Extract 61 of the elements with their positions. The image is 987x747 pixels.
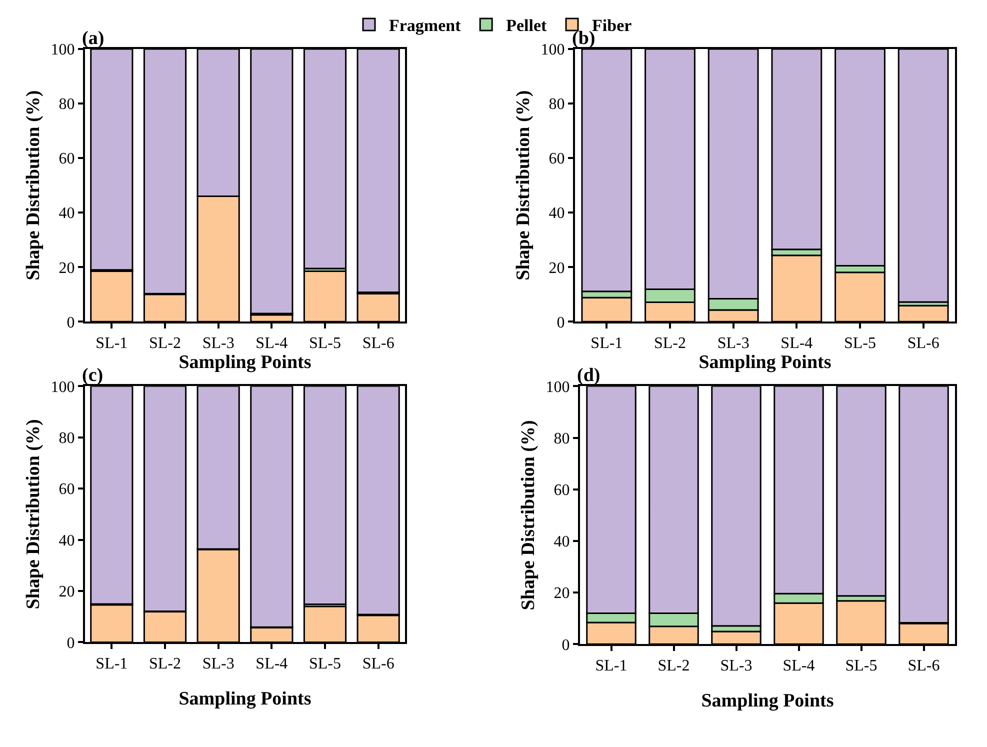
y-tick-label: 80 bbox=[58, 96, 75, 114]
x-tick-label: SL-3 bbox=[202, 655, 234, 672]
x-tick-label: SL-4 bbox=[780, 334, 813, 352]
y-tick-label: 0 bbox=[66, 314, 75, 332]
y-tick-label: 20 bbox=[58, 584, 75, 601]
x-tick-label: SL-1 bbox=[96, 655, 128, 672]
y-tick-label: 40 bbox=[58, 205, 75, 222]
x-tick-label: SL-2 bbox=[658, 657, 690, 674]
x-tick-label: SL-2 bbox=[654, 334, 686, 352]
y-tick-label: 20 bbox=[554, 585, 570, 602]
x-tick-label: SL-3 bbox=[202, 334, 234, 352]
y-axis-title: Shape Distribution (%) bbox=[23, 419, 44, 610]
x-tick-label: SL-6 bbox=[908, 657, 940, 674]
legend-label: Pellet bbox=[506, 16, 548, 36]
y-axis-title: Shape Distribution (%) bbox=[518, 420, 540, 610]
x-tick-label: SL-6 bbox=[362, 334, 394, 352]
chart-title: (c) bbox=[82, 365, 104, 386]
y-tick-label: 20 bbox=[58, 260, 75, 277]
x-tick-label: SL-2 bbox=[149, 655, 181, 672]
y-axis-title: Shape Distribution (%) bbox=[513, 90, 534, 280]
x-tick-label: SL-1 bbox=[590, 334, 623, 352]
x-axis-title: Sampling Points bbox=[178, 688, 312, 710]
y-tick-label: 60 bbox=[554, 482, 570, 499]
x-axis-title: Sampling Points bbox=[698, 352, 832, 373]
y-tick-label: 20 bbox=[548, 260, 565, 277]
y-tick-label: 80 bbox=[554, 430, 570, 448]
x-tick-label: SL-2 bbox=[149, 334, 181, 352]
x-tick-label: SL-3 bbox=[717, 334, 750, 352]
y-tick-label: 100 bbox=[546, 378, 570, 396]
y-axis-title: Shape Distribution (%) bbox=[23, 90, 44, 280]
y-tick-label: 0 bbox=[66, 634, 75, 652]
chart-title: (d) bbox=[577, 365, 600, 386]
chart-title: (a) bbox=[82, 28, 104, 49]
x-axis-title: Sampling Points bbox=[701, 690, 834, 712]
y-tick-label: 0 bbox=[556, 314, 565, 332]
y-tick-label: 60 bbox=[58, 481, 75, 498]
x-tick-label: SL-1 bbox=[96, 334, 128, 352]
y-tick-label: 100 bbox=[540, 42, 565, 59]
y-tick-label: 40 bbox=[548, 205, 565, 222]
x-tick-label: SL-5 bbox=[309, 334, 341, 352]
x-tick-label: SL-3 bbox=[720, 657, 752, 674]
y-tick-label: 0 bbox=[562, 636, 570, 654]
x-axis-title: Sampling Points bbox=[178, 352, 312, 373]
y-tick-label: 60 bbox=[548, 150, 565, 168]
x-tick-label: SL-1 bbox=[595, 657, 628, 674]
y-tick-label: 80 bbox=[548, 96, 565, 114]
x-tick-label: SL-4 bbox=[782, 657, 815, 674]
y-tick-label: 100 bbox=[50, 378, 75, 396]
x-tick-label: SL-6 bbox=[907, 334, 940, 352]
y-tick-label: 80 bbox=[58, 430, 75, 447]
x-tick-label: SL-4 bbox=[256, 655, 288, 672]
x-tick-label: SL-4 bbox=[256, 334, 288, 352]
y-tick-label: 60 bbox=[58, 150, 75, 168]
x-tick-label: SL-6 bbox=[362, 655, 394, 672]
x-tick-label: SL-5 bbox=[309, 655, 341, 672]
y-tick-label: 40 bbox=[554, 534, 570, 551]
x-tick-label: SL-5 bbox=[844, 334, 876, 352]
y-tick-label: 100 bbox=[50, 42, 75, 59]
x-tick-label: SL-5 bbox=[845, 657, 878, 674]
legend-label: Fragment bbox=[389, 16, 462, 36]
y-tick-label: 40 bbox=[58, 532, 75, 550]
